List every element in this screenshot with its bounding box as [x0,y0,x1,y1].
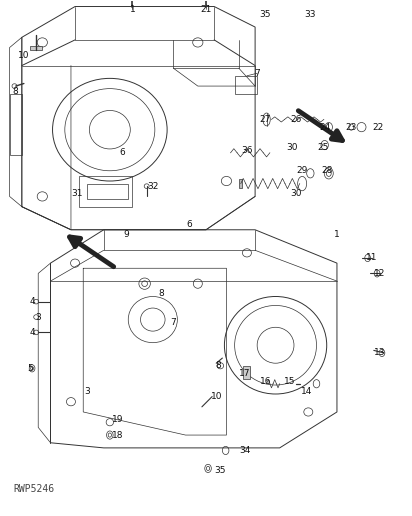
Text: 19: 19 [112,415,124,424]
Text: 1: 1 [129,5,135,13]
Text: 10: 10 [18,51,30,60]
Text: 36: 36 [241,146,253,155]
Text: 34: 34 [239,446,250,455]
Text: 32: 32 [147,182,159,190]
Text: 29: 29 [297,166,308,175]
Text: 8: 8 [215,361,221,370]
Text: 1: 1 [334,231,340,239]
Bar [30,46,42,50]
Text: 18: 18 [112,430,124,440]
Bar [239,179,241,188]
Text: 35: 35 [215,466,226,475]
Text: 25: 25 [317,143,328,152]
Text: 35: 35 [260,10,271,19]
Text: 3: 3 [84,387,90,396]
Text: 9: 9 [123,231,129,239]
Text: 12: 12 [374,269,386,278]
Text: 17: 17 [239,369,250,378]
Text: 26: 26 [290,115,302,124]
Text: 33: 33 [304,10,316,19]
Text: 22: 22 [372,123,384,132]
Text: 6: 6 [187,220,192,229]
Text: 13: 13 [374,348,386,358]
Text: 11: 11 [366,253,377,263]
Text: 8: 8 [13,87,19,95]
Bar [87,184,128,199]
Text: 24: 24 [319,123,330,132]
Text: 23: 23 [346,123,357,132]
Text: 6: 6 [119,148,125,157]
Text: 28: 28 [321,166,332,175]
Text: 27: 27 [260,115,271,124]
Text: 10: 10 [211,392,222,401]
Bar [9,94,22,155]
Text: 7: 7 [171,318,176,327]
Text: 16: 16 [260,377,271,385]
Text: 5: 5 [27,364,33,373]
Text: 4: 4 [29,297,35,306]
Bar [235,76,257,94]
Text: 8: 8 [158,289,164,298]
Text: 21: 21 [200,5,212,13]
Text: 14: 14 [301,387,312,396]
Text: 4: 4 [29,328,35,337]
Text: 31: 31 [71,189,83,198]
Text: 7: 7 [254,69,260,78]
Text: RWP5246: RWP5246 [14,484,55,494]
Bar [243,366,250,379]
Text: 30: 30 [286,143,298,152]
Text: 30: 30 [290,189,302,198]
Text: 3: 3 [35,313,41,321]
Text: 15: 15 [284,377,296,385]
Bar [79,176,132,207]
